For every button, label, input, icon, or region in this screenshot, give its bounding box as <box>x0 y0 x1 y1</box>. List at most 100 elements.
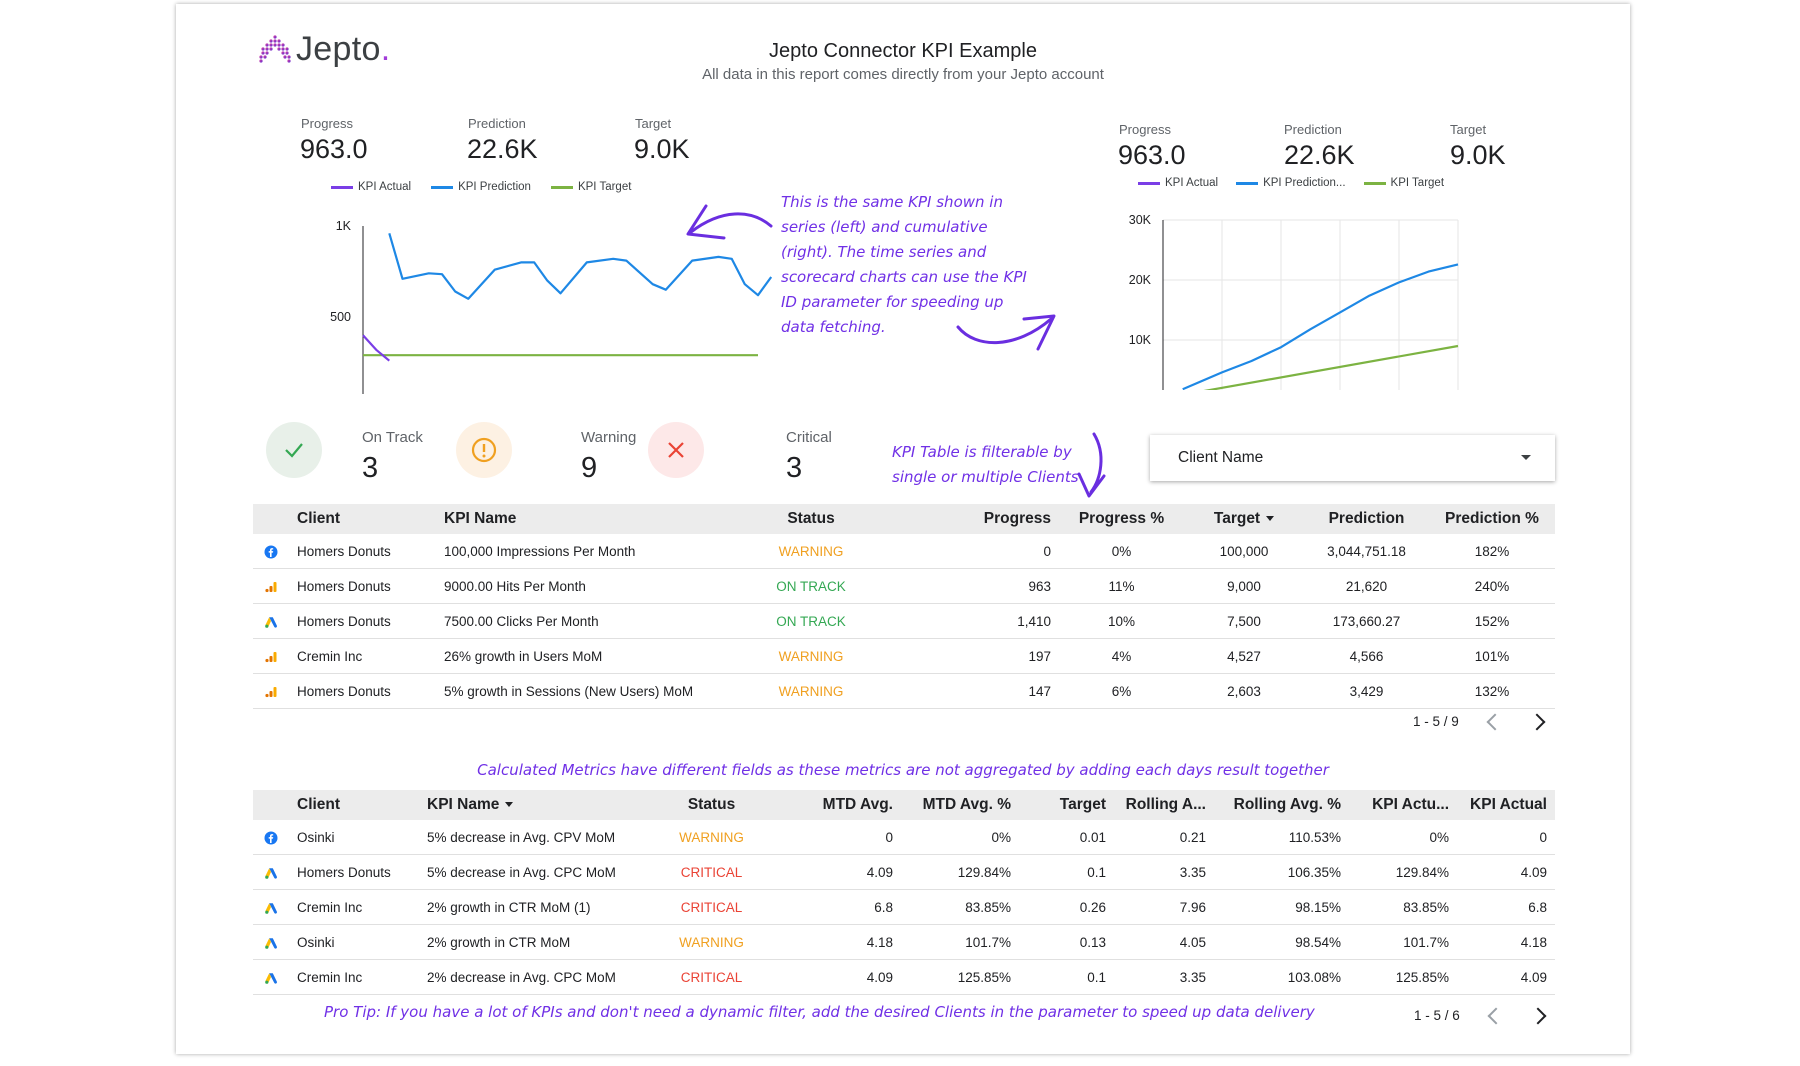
column-header-kpi-name[interactable]: KPI Name <box>436 504 736 534</box>
cell-mtd-avg: 6.8 <box>774 889 901 925</box>
table-row[interactable]: Homers Donuts 5% growth in Sessions (New … <box>253 673 1555 709</box>
annotation-line: scorecard charts can use the KPI <box>781 268 1027 286</box>
legend-item: KPI Actual <box>1165 177 1219 189</box>
table-row[interactable]: Homers Donuts 7500.00 Clicks Per Month ON … <box>253 603 1555 639</box>
column-header-target[interactable]: Target <box>1019 790 1114 820</box>
column-header-rolling-avg[interactable]: Rolling A... <box>1114 790 1214 820</box>
cell-rolling-avg-pct: 106.35% <box>1214 854 1349 890</box>
cell-status: CRITICAL <box>649 854 774 890</box>
kpi-table-pagination: 1 - 5 / 9 <box>1413 713 1546 730</box>
cell-kpi-actual: 4.09 <box>1457 854 1555 890</box>
cell-kpi-name: 2% growth in CTR MoM (1) <box>419 889 649 925</box>
table-header-icon <box>253 790 289 820</box>
row-source-icon <box>253 959 289 995</box>
google-ads-icon <box>265 616 277 628</box>
x-icon <box>668 442 684 458</box>
column-header-prediction[interactable]: Prediction <box>1304 504 1429 534</box>
cell-prediction: 173,660.27 <box>1304 603 1429 639</box>
cell-mtd-avg: 4.18 <box>774 924 901 960</box>
column-header-target-label: Target <box>1213 510 1261 527</box>
cell-progress: 147 <box>886 673 1059 709</box>
table-row[interactable]: Cremin Inc 26% growth in Users MoM WARNING… <box>253 638 1555 674</box>
cell-client: Cremin Inc <box>289 959 419 995</box>
cell-target: 2,603 <box>1184 673 1304 709</box>
annotation-calculated-metrics: Calculated Metrics have different fields… <box>477 761 1329 779</box>
table-row[interactable]: Homers Donuts 9000.00 Hits Per Month ON TR… <box>253 568 1555 604</box>
chevron-right-icon[interactable] <box>1528 713 1546 730</box>
client-name-filter[interactable]: Client Name <box>1150 435 1555 481</box>
column-header-kpi-actual-pct[interactable]: KPI Actu... <box>1349 790 1457 820</box>
row-source-icon <box>253 854 289 890</box>
table-row[interactable]: Osinki 5% decrease in Avg. CPV MoM WARNING… <box>253 820 1555 855</box>
scorecard-prediction-label: Prediction <box>468 116 526 131</box>
row-source-icon <box>253 638 289 674</box>
column-header-mtd-avg[interactable]: MTD Avg. <box>774 790 901 820</box>
chevron-down-icon[interactable] <box>1521 455 1531 460</box>
analytics-icon <box>265 686 277 697</box>
cell-rolling-avg: 3.35 <box>1114 959 1214 995</box>
column-header-kpi-actual[interactable]: KPI Actual <box>1457 790 1555 820</box>
warning-count: 9 <box>581 452 598 484</box>
cell-status: WARNING <box>736 534 886 569</box>
y-tick-label: 30K <box>1129 213 1152 227</box>
column-header-progress[interactable]: Progress <box>886 504 1059 534</box>
table-row[interactable]: Homers Donuts 100,000 Impressions Per Mon… <box>253 534 1555 569</box>
cell-rolling-avg-pct: 110.53% <box>1214 820 1349 855</box>
column-header-status[interactable]: Status <box>649 790 774 820</box>
cell-status: CRITICAL <box>649 889 774 925</box>
scorecard-target-label: Target <box>635 116 672 131</box>
column-header-client[interactable]: Client <box>289 790 419 820</box>
annotation-line: single or multiple Clients <box>892 468 1079 486</box>
cell-kpi-actual: 0 <box>1457 820 1555 855</box>
cell-kpi-name: 5% decrease in Avg. CPV MoM <box>419 820 649 855</box>
cell-mtd-avg-pct: 129.84% <box>901 854 1019 890</box>
column-header-target[interactable]: Target <box>1184 504 1304 534</box>
cell-rolling-avg: 4.05 <box>1114 924 1214 960</box>
column-header-progress-pct[interactable]: Progress % <box>1059 504 1184 534</box>
column-header-mtd-avg-pct[interactable]: MTD Avg. % <box>901 790 1019 820</box>
pagination-range: 1 - 5 / 6 <box>1414 1008 1460 1023</box>
table-row[interactable]: Cremin Inc 2% growth in CTR MoM (1) CRITIC… <box>253 889 1555 925</box>
cell-mtd-avg: 4.09 <box>774 854 901 890</box>
arrow-down-curve <box>1089 432 1103 494</box>
column-header-status[interactable]: Status <box>736 504 886 534</box>
legend-swatch-target <box>1363 181 1386 185</box>
cell-status: WARNING <box>649 820 774 855</box>
column-header-client[interactable]: Client <box>289 504 436 534</box>
table-row[interactable]: Osinki 2% growth in CTR MoM WARNING 4.18 101… <box>253 924 1555 960</box>
cell-client: Cremin Inc <box>289 889 419 925</box>
column-header-rolling-avg-pct[interactable]: Rolling Avg. % <box>1214 790 1349 820</box>
scorecard-progress-label: Progress <box>301 116 354 131</box>
cell-prediction: 3,429 <box>1304 673 1429 709</box>
cell-mtd-avg-pct: 125.85% <box>901 959 1019 995</box>
legend-swatch-prediction <box>1236 181 1259 185</box>
chevron-left-icon[interactable] <box>1487 1007 1505 1024</box>
cell-kpi-name: 2% decrease in Avg. CPC MoM <box>419 959 649 995</box>
table-row[interactable]: Homers Donuts 5% decrease in Avg. CPC MoM… <box>253 854 1555 890</box>
cell-prediction-pct: 240% <box>1429 568 1555 604</box>
chevron-right-icon[interactable] <box>1529 1007 1547 1024</box>
table-row[interactable]: Cremin Inc 2% decrease in Avg. CPC MoM CRI… <box>253 959 1555 995</box>
cell-status: ON TRACK <box>736 603 886 639</box>
annotation-table-note: KPI Table is filterable by single or mul… <box>892 440 1079 490</box>
scorecard-progress-value: 963.0 <box>300 134 368 164</box>
cell-kpi-name: 100,000 Impressions Per Month <box>436 534 736 569</box>
chart-legend: KPI Actual KPI Prediction KPI Target <box>331 181 631 193</box>
sort-desc-icon <box>505 802 514 808</box>
scorecard-prediction-value: 22.6K <box>467 134 538 164</box>
cell-kpi-actual-pct: 129.84% <box>1349 854 1457 890</box>
cumulative-chart: 010K20K30KAug 1Aug 7Aug 13Aug 19Aug 25Au… <box>1129 213 1459 390</box>
row-source-icon <box>253 924 289 960</box>
cell-target: 7,500 <box>1184 603 1304 639</box>
cell-mtd-avg: 0 <box>774 820 901 855</box>
cell-progress: 197 <box>886 638 1059 674</box>
on-track-badge <box>266 422 322 478</box>
cell-client: Homers Donuts <box>289 603 436 639</box>
cell-status: CRITICAL <box>649 959 774 995</box>
column-header-kpi-name[interactable]: KPI Name <box>419 790 649 820</box>
annotation-line: KPI Table is filterable by <box>892 443 1072 461</box>
chevron-left-icon[interactable] <box>1486 713 1504 730</box>
column-header-prediction-pct[interactable]: Prediction % <box>1429 504 1555 534</box>
google-ads-icon <box>265 937 277 949</box>
cell-prediction-pct: 152% <box>1429 603 1555 639</box>
